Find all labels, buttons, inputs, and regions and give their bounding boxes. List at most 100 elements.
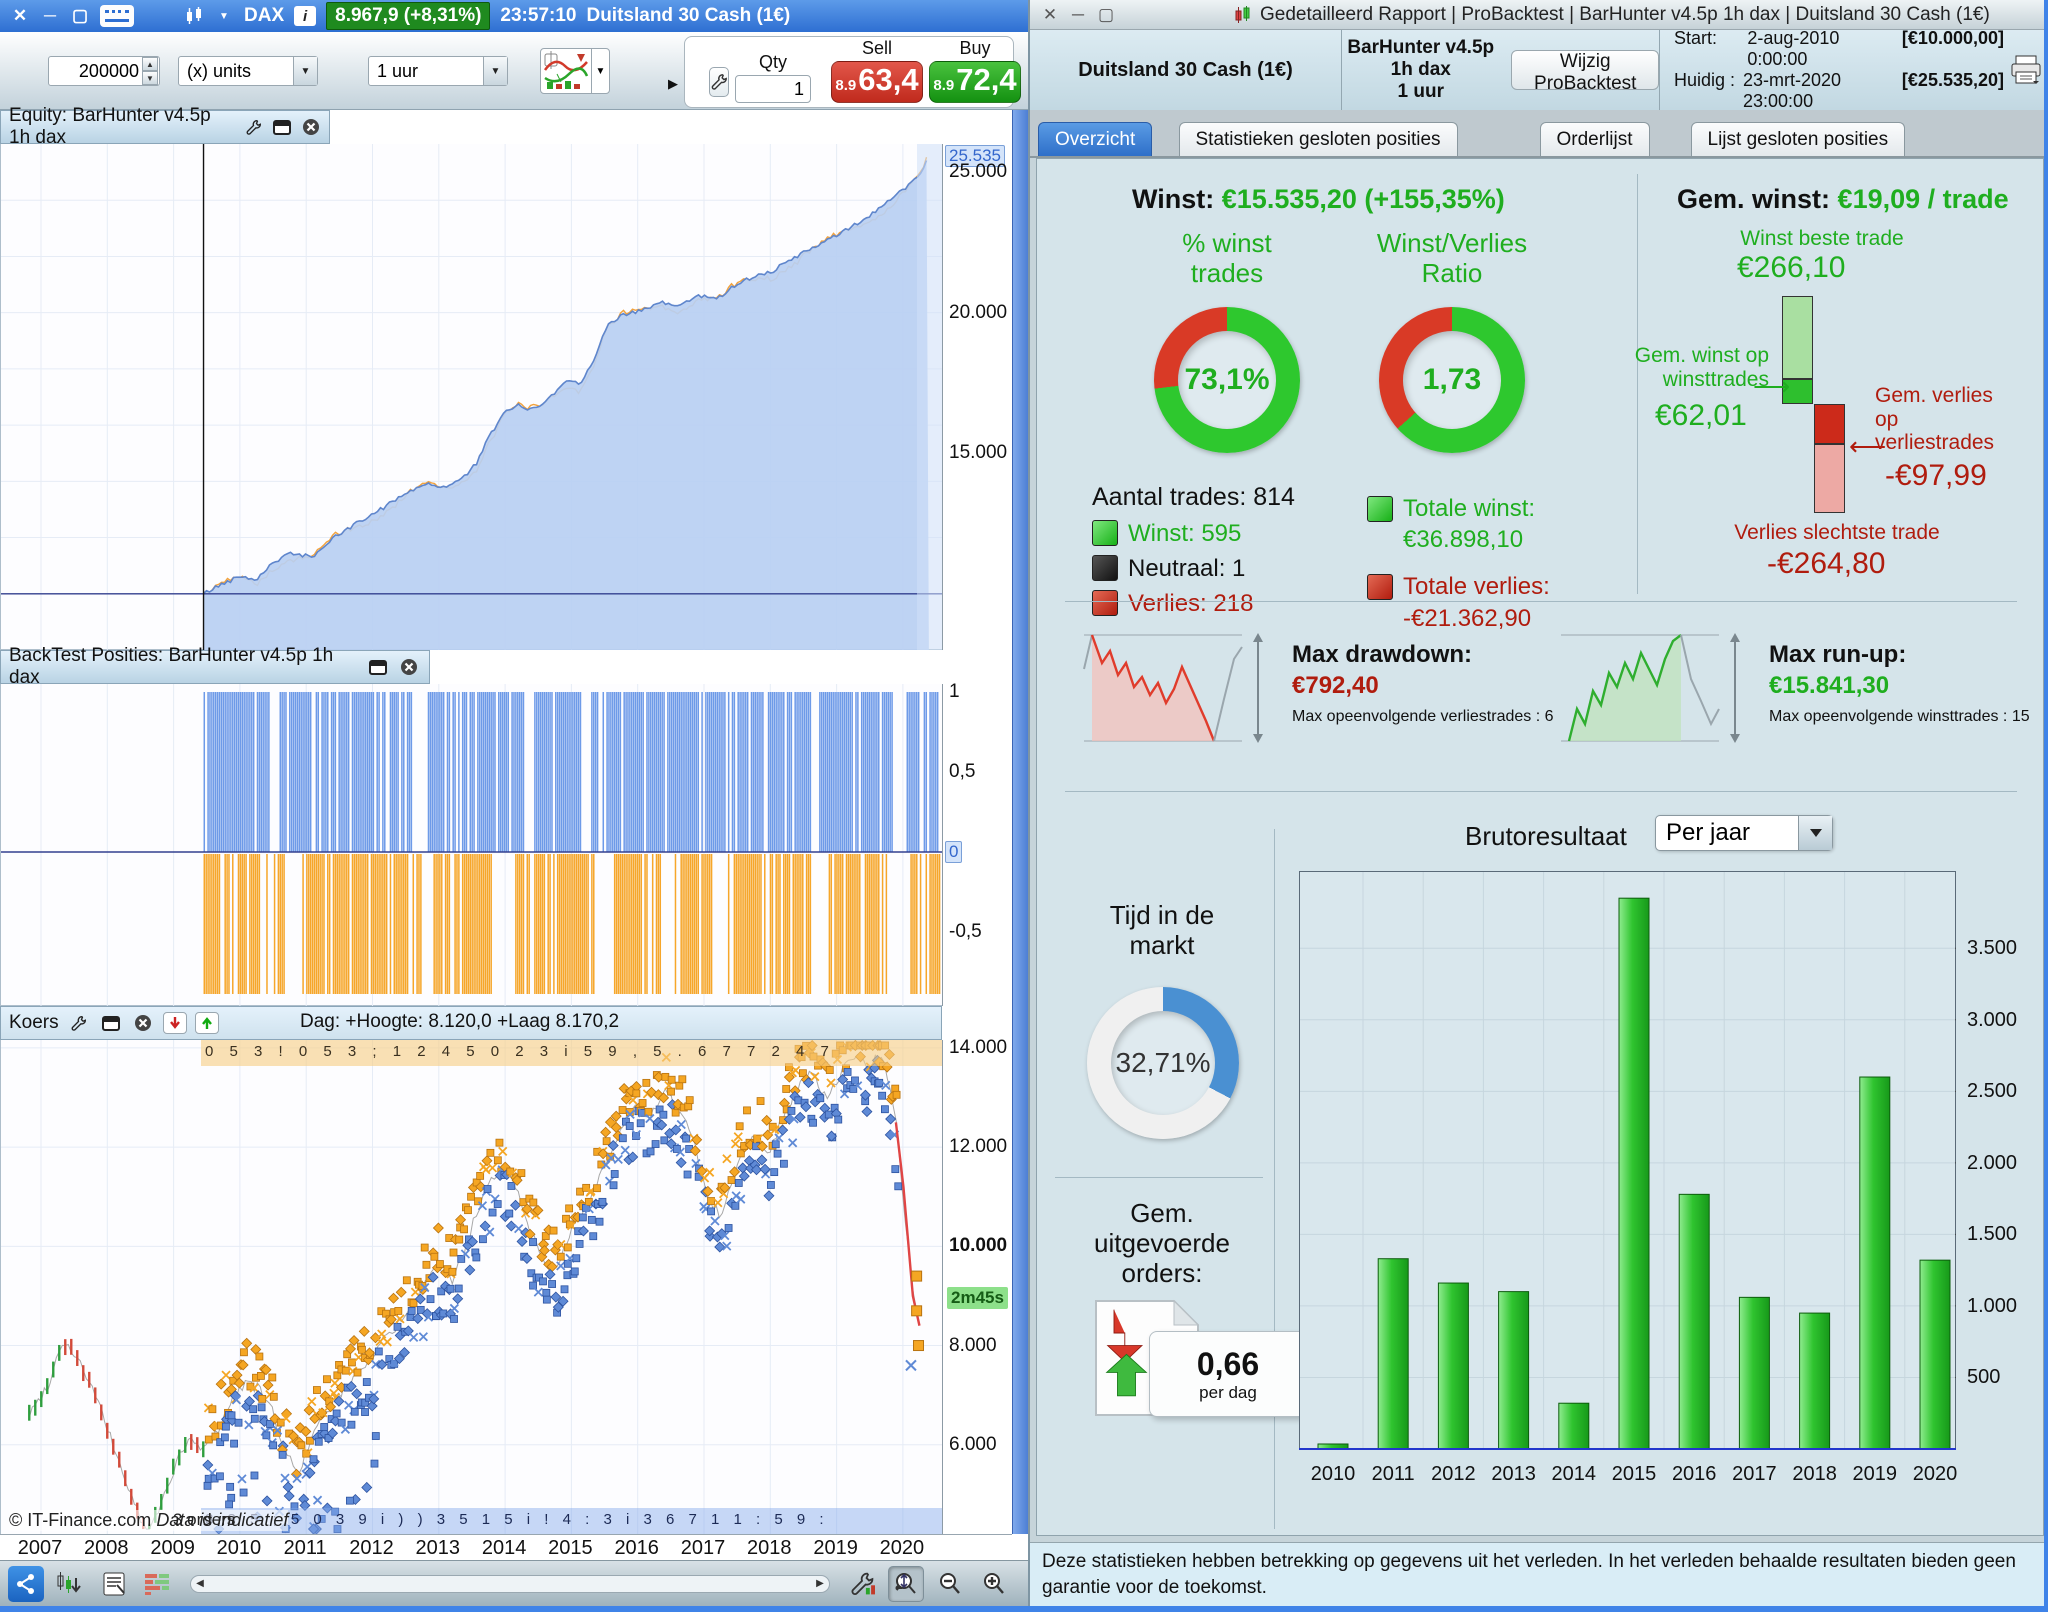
sell-arrow-button[interactable] (162, 1012, 187, 1034)
price-axis-label: 12.000 (949, 1136, 1008, 1158)
chart-type-icon (543, 51, 589, 89)
aantal-trades: Aantal trades: 814 (1092, 483, 1295, 511)
equity-chart[interactable] (0, 144, 943, 650)
equity-close-icon[interactable] (300, 116, 321, 138)
qty-label: Qty (758, 52, 787, 72)
tab-orderlijst[interactable]: Orderlijst (1539, 122, 1650, 156)
report-header: Duitsland 30 Cash (1€) BarHunter v4.5p 1… (1030, 28, 2048, 111)
news-button[interactable] (96, 1566, 132, 1602)
start-amount: [€10.000,00] (1901, 28, 2004, 48)
equity-window-icon[interactable] (272, 116, 293, 138)
chart-horizontal-scrollbar[interactable]: ◀ ▶ (190, 1574, 830, 1593)
zoom-fit-button[interactable] (888, 1565, 924, 1602)
positions-window-icon[interactable] (366, 656, 389, 678)
chart-vertical-scrollbar[interactable] (1012, 110, 1028, 1534)
timeframe-select-value: 1 uur (377, 60, 419, 81)
share-button[interactable] (8, 1565, 44, 1602)
orders-value: 0,66 (1196, 1345, 1260, 1382)
disclaimer: Deze statistieken hebben betrekking op g… (1030, 1542, 2048, 1606)
print-button[interactable] (2004, 30, 2048, 110)
equity-axis-label: 15.000 (949, 442, 1008, 464)
price-close-icon[interactable] (131, 1012, 155, 1034)
section-divider-1 (1065, 601, 2017, 602)
tab-statistieken-gesloten-posities[interactable]: Statistieken gesloten posities (1178, 122, 1458, 156)
symbol-dropdown-icon[interactable]: ▼ (219, 10, 229, 22)
maximize-icon[interactable]: ▢ (71, 6, 89, 25)
best-trade-bar (1782, 296, 1813, 379)
ratio-donut: 1,73 (1379, 307, 1525, 453)
price-window-icon[interactable] (99, 1012, 123, 1034)
units-select-arrow-icon[interactable]: ▼ (293, 57, 317, 85)
tijd-orders-divider (1055, 1177, 1263, 1178)
avg-win-arrow-icon: ⟶ (1753, 371, 1791, 401)
timeframe-select[interactable]: 1 uur ▼ (368, 56, 508, 86)
market-depth-button[interactable] (140, 1566, 176, 1602)
wrench-icon (711, 74, 727, 90)
zoom-in-button[interactable] (976, 1566, 1012, 1602)
bruto-period-arrow-icon[interactable] (1798, 816, 1832, 850)
timeframe-select-arrow-icon[interactable]: ▼ (483, 57, 507, 85)
totale-winst-swatch (1367, 495, 1393, 522)
avg-loss-arrow-icon: ⟵ (1849, 431, 1887, 461)
collapse-handle-icon[interactable]: ▶ (668, 76, 678, 91)
window-border-right (2044, 0, 2048, 1612)
report-maximize-icon[interactable]: ▢ (1097, 4, 1115, 24)
report-minimize-icon[interactable]: ─ (1071, 4, 1085, 24)
best-trade-label: Winst beste trade (1740, 227, 1904, 250)
positions-close-icon[interactable] (398, 656, 421, 678)
bruto-xtick: 2020 (1912, 1463, 1958, 1485)
bruto-xtick: 2017 (1732, 1463, 1777, 1485)
quantity-stepper[interactable]: ▲ ▼ (142, 57, 158, 85)
chart-settings-button[interactable] (844, 1566, 880, 1602)
order-settings-button[interactable] (709, 67, 729, 97)
scroll-right-icon[interactable]: ▶ (816, 1578, 824, 1589)
price-y-axis: 14.000 12.000 10.000 8.000 6.000 2m45s (942, 1037, 1012, 1534)
chart-bottom-toolbar: ◀ ▶ (0, 1560, 1028, 1606)
tab-lijst-gesloten-posities[interactable]: Lijst gesloten posities (1690, 122, 1906, 156)
zoom-out-button[interactable] (932, 1566, 968, 1602)
tab-overzicht[interactable]: Overzicht (1038, 122, 1153, 156)
buy-button[interactable]: 8.9 72,4 (929, 61, 1021, 103)
chart-type-button[interactable]: ▼ (540, 48, 610, 94)
equity-settings-wrench-icon[interactable] (243, 116, 264, 138)
keyboard-icon[interactable] (100, 5, 134, 27)
year-label: 2013 (415, 1537, 461, 1559)
start-label: Start: (1674, 28, 1718, 48)
edit-probacktest-button[interactable]: Wijzig ProBacktest (1511, 50, 1659, 94)
instrument-list-button[interactable] (52, 1566, 88, 1602)
year-label: 2018 (747, 1537, 792, 1559)
close-icon[interactable]: ✕ (12, 6, 28, 25)
quantity-input[interactable] (48, 56, 160, 86)
sell-button[interactable]: 8.9 63,4 (831, 61, 923, 103)
bruto-xtick: 2013 (1491, 1463, 1536, 1485)
units-select[interactable]: (x) units ▼ (178, 56, 318, 86)
positions-panel-title: BackTest Posities: BarHunter v4.5p 1h da… (0, 645, 430, 688)
qty-input[interactable] (735, 75, 811, 103)
worst-trade-bar (1814, 444, 1845, 513)
legend-neutral: Neutraal: 1 (1128, 554, 1246, 582)
price-settings-wrench-icon[interactable] (67, 1012, 91, 1034)
chart-type-dropdown-icon[interactable]: ▼ (591, 49, 609, 93)
neutral-swatch (1092, 555, 1118, 582)
info-icon[interactable]: i (294, 6, 317, 26)
legend-win: Winst: 595 (1128, 519, 1242, 547)
buy-arrow-button[interactable] (194, 1012, 219, 1034)
report-close-icon[interactable]: ✕ (1042, 4, 1058, 24)
bruto-ytick: 3.000 (1967, 1008, 2018, 1031)
minimize-icon[interactable]: ─ (43, 6, 57, 25)
legend-loss: Verlies: 218 (1128, 589, 1254, 617)
drawdown-value: €792,40 (1292, 672, 1379, 700)
bruto-ytick: 2.000 (1967, 1151, 2018, 1174)
scroll-left-icon[interactable]: ◀ (196, 1578, 204, 1589)
bruto-ytick: 1.000 (1967, 1294, 2018, 1317)
overview-panel: Winst: €15.535,20 (+155,35%) % winst tra… (1036, 158, 2044, 1536)
positions-chart[interactable] (0, 684, 943, 1006)
bruto-period-select[interactable]: Per jaar (1655, 815, 1833, 851)
runup-sparkline (1559, 629, 1749, 754)
year-label: 2020 (879, 1537, 925, 1559)
totale-winst-value: €36.898,10 (1403, 526, 1524, 554)
report-period-cell: Start: 2-aug-2010 0:00:00 [€10.000,00] H… (1660, 28, 2004, 111)
orders-label: Gem. uitgevoerde orders: (1094, 1198, 1230, 1288)
price-chart[interactable]: 0 5 3 ! 0 5 3 ; 1 2 4 5 0 2 3 i 5 9 , 5 … (0, 1040, 943, 1534)
